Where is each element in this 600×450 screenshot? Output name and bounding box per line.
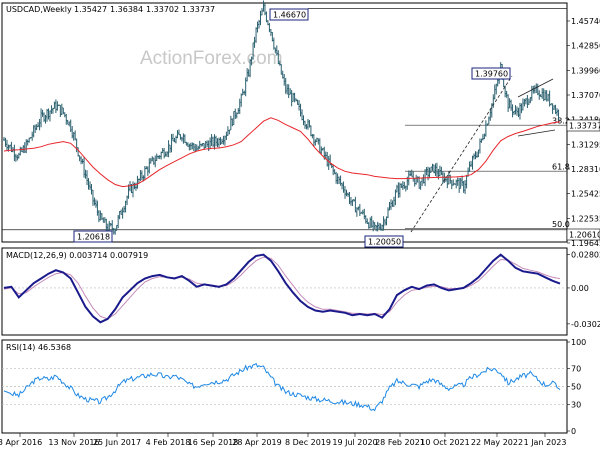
macd-title: MACD(12,26,9) 0.003714 0.007919	[6, 251, 148, 260]
macd-y-tick-label: 0.028028	[571, 251, 600, 260]
fibonacci-levels: 38.2 61.8 50.0	[2, 8, 570, 231]
price-label-text: 1.20618	[77, 233, 110, 242]
price-y-tick-label: 1.42850	[571, 42, 600, 51]
price-label-peak-2020: 1.46670	[269, 8, 309, 21]
dashed-trendline	[410, 75, 513, 233]
price-panel: ActionForex.com USDCAD,Weekly 1.35427 1.…	[1, 0, 600, 248]
rsi-y-tick-label: 0	[571, 427, 576, 436]
rsi-y-tick-label: 50	[571, 383, 581, 392]
macd-signal-line	[3, 256, 561, 320]
x-tick-label: 4 Feb 2018	[146, 438, 191, 447]
price-y-tick-label: 1.31295	[571, 140, 600, 149]
price-y-tick-label: 1.45740	[571, 17, 600, 26]
fib-level-label: 38.2	[552, 117, 570, 126]
rsi-y-axis: 100 70 50 30 0	[567, 338, 586, 436]
price-label-box	[364, 235, 404, 248]
x-tick-label: 10 Oct 2021	[420, 438, 469, 447]
x-tick-label: 28 Feb 2021	[375, 438, 425, 447]
ohlc-high: 1.36384	[110, 5, 143, 14]
ohlc-open: 1.35427	[74, 5, 107, 14]
axis-label-box	[566, 228, 600, 241]
x-tick-label: 13 Nov 2016	[48, 438, 99, 447]
x-tick-label: 25 Jun 2017	[93, 438, 141, 447]
x-tick-label: 19 Jul 2020	[332, 438, 377, 447]
price-label-low-2017: 1.20618	[73, 230, 113, 243]
symbol-label: USDCAD,Weekly	[6, 5, 72, 14]
price-label-text: 1.46670	[273, 11, 306, 20]
current-price-box	[566, 119, 600, 132]
triangle-upper-line	[517, 78, 554, 98]
watermark: ActionForex.com	[140, 48, 283, 69]
macd-panel: MACD(12,26,9) 0.003714 0.007919 0.028028…	[1, 247, 600, 336]
price-y-tick-label: 1.19645	[571, 239, 600, 248]
price-label-peak-2022: 1.39760	[471, 67, 511, 80]
x-tick-label: 3 Apr 2016	[0, 438, 42, 447]
macd-line	[3, 253, 561, 324]
ohlc-close: 1.33737	[182, 5, 215, 14]
price-bars	[3, 0, 560, 235]
price-label-box	[471, 67, 511, 80]
rsi-y-tick-label: 70	[571, 365, 581, 374]
price-label-box	[269, 8, 309, 21]
x-tick-label: 22 May 2022	[471, 438, 523, 447]
macd-panel-frame	[1, 247, 568, 336]
price-y-tick-label: 1.28310	[571, 165, 600, 174]
price-label-low-2021: 1.20050	[364, 235, 404, 248]
axis-label-text: 1.20610	[569, 231, 600, 240]
right-axis-label-support: 1.20610	[566, 228, 600, 241]
price-label-text: 1.20050	[368, 238, 401, 247]
fib-level-label: 61.8	[552, 163, 570, 172]
price-y-tick-label: 1.37070	[571, 91, 600, 100]
rsi-line	[3, 362, 561, 412]
current-price-text: 1.33737	[569, 122, 600, 131]
triangle-lower-line	[517, 129, 556, 137]
price-y-tick-label: 1.22535	[571, 214, 600, 223]
price-y-tick-label: 1.25425	[571, 190, 600, 199]
current-price-label: 1.33737	[566, 119, 600, 132]
x-tick-label: 1 Jan 2023	[524, 438, 567, 447]
moving-average-line	[3, 117, 561, 188]
rsi-y-tick-label: 100	[571, 338, 586, 347]
price-label-box	[73, 230, 113, 243]
trendlines	[410, 75, 556, 233]
price-y-tick-label: 1.39960	[571, 66, 600, 75]
ohlc-low: 1.33702	[146, 5, 179, 14]
x-tick-label: 16 Sep 2018	[188, 438, 239, 447]
rsi-y-tick-label: 30	[571, 400, 581, 409]
price-bar	[557, 109, 560, 124]
macd-y-tick-label: 0.00	[571, 284, 589, 293]
macd-y-axis: 0.028028 0.00 -0.030286	[567, 251, 600, 329]
x-tick-label: 8 Dec 2019	[285, 438, 331, 447]
rsi-panel: RSI(14) 46.5368 100 70 50 30 0	[1, 338, 586, 436]
macd-y-tick-label: -0.030286	[571, 320, 600, 329]
fib-level-label: 50.0	[552, 220, 570, 229]
x-tick-label: 28 Apr 2019	[232, 438, 281, 447]
price-label-text: 1.39760	[475, 70, 508, 79]
rsi-title: RSI(14) 46.5368	[6, 343, 71, 352]
